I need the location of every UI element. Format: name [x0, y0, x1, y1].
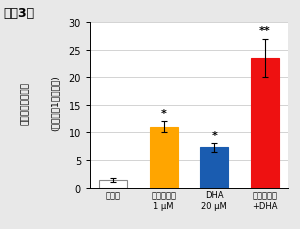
- Text: 『図3』: 『図3』: [3, 7, 34, 20]
- Bar: [251, 59, 279, 188]
- Text: *: *: [161, 109, 167, 119]
- Text: (対照群を1とした値): (対照群を1とした値): [51, 75, 60, 131]
- Text: **: **: [259, 26, 271, 36]
- Bar: [200, 148, 228, 188]
- Bar: [99, 180, 127, 188]
- Text: *: *: [212, 130, 217, 140]
- Bar: [150, 127, 178, 188]
- Text: 神経突起形成活性: 神経突起形成活性: [21, 82, 30, 124]
